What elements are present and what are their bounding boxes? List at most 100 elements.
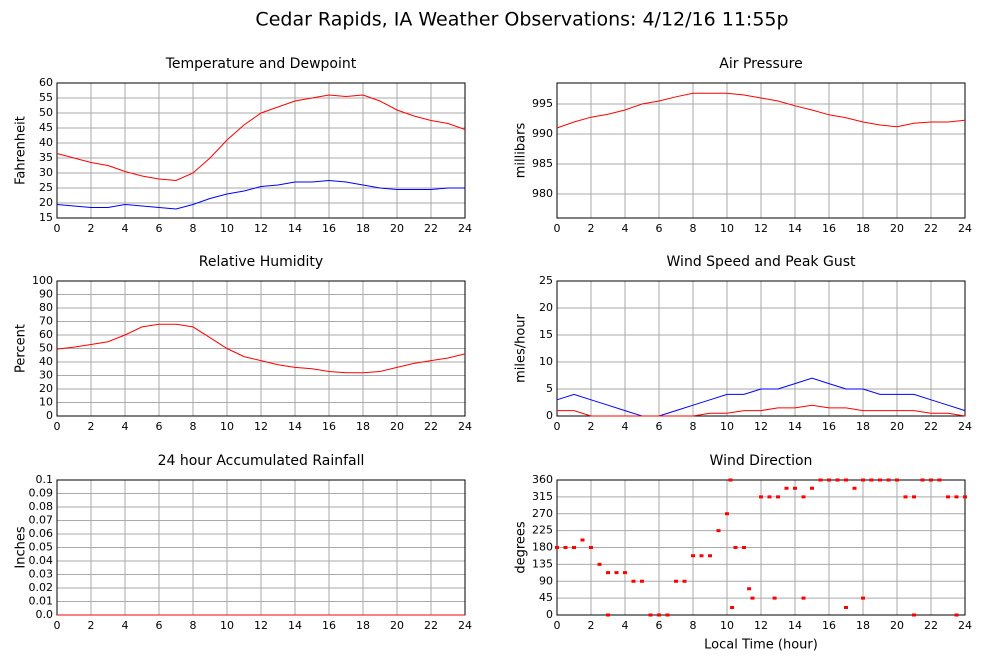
- x-tick-label: 18: [856, 420, 870, 433]
- x-tick-label: 18: [856, 619, 870, 632]
- point: [844, 478, 848, 482]
- point: [920, 478, 925, 482]
- y-tick-label: 360: [532, 473, 553, 486]
- y-tick-label: 995: [532, 97, 553, 110]
- chart-title: Relative Humidity: [199, 254, 323, 270]
- x-tick-label: 16: [822, 222, 836, 235]
- x-tick-label: 10: [720, 619, 734, 632]
- x-tick-label: 24: [958, 619, 972, 632]
- point: [772, 596, 777, 600]
- x-tick-label: 0: [54, 420, 61, 433]
- y-tick-label: 0: [546, 409, 553, 422]
- x-tick-label: 0: [54, 619, 61, 632]
- x-tick-label: 24: [958, 222, 972, 235]
- x-tick-label: 22: [424, 222, 438, 235]
- series-line: [56, 323, 466, 374]
- x-tick-label: 16: [822, 420, 836, 433]
- y-tick-label: 45: [39, 121, 53, 134]
- y-tick-label: 25: [539, 274, 553, 287]
- x-tick-label: 0: [54, 222, 61, 235]
- x-tick-label: 22: [924, 222, 938, 235]
- series-line: [557, 404, 966, 417]
- x-tick-label: 2: [88, 420, 95, 433]
- x-tick-label: 0: [554, 222, 561, 235]
- point: [810, 486, 814, 490]
- y-axis-label: Inches: [14, 526, 29, 568]
- x-tick-label: 12: [754, 619, 768, 632]
- point: [869, 478, 874, 482]
- point: [767, 495, 772, 499]
- point: [878, 478, 882, 482]
- y-tick-label: 100: [32, 274, 53, 287]
- point: [623, 571, 627, 575]
- page-title: Cedar Rapids, IA Weather Observations: 4…: [255, 9, 788, 31]
- x-tick-label: 20: [390, 222, 404, 235]
- x-tick-label: 12: [754, 222, 768, 235]
- point: [682, 579, 687, 583]
- y-tick-label: 15: [539, 328, 553, 341]
- point: [728, 478, 733, 482]
- point: [747, 587, 752, 591]
- x-tick-label: 14: [288, 420, 302, 433]
- x-tick-label: 12: [254, 420, 268, 433]
- x-tick-label: 2: [588, 619, 595, 632]
- point: [555, 546, 559, 549]
- x-tick-label: 6: [656, 222, 663, 235]
- point: [954, 495, 959, 499]
- x-tick-label: 4: [622, 619, 629, 632]
- point: [606, 613, 610, 617]
- y-tick-label: 135: [532, 557, 553, 570]
- x-tick-label: 8: [690, 420, 697, 433]
- y-tick-label: 5: [546, 382, 553, 395]
- x-tick-label: 16: [322, 222, 336, 235]
- x-tick-label: 24: [458, 619, 472, 632]
- point: [903, 495, 908, 499]
- point: [912, 495, 916, 499]
- point: [895, 478, 899, 482]
- x-tick-label: 4: [122, 619, 129, 632]
- point: [742, 546, 746, 549]
- point: [640, 579, 644, 583]
- x-tick-label: 10: [220, 222, 234, 235]
- x-tick-label: 0: [554, 619, 561, 632]
- x-tick-label: 2: [588, 420, 595, 433]
- x-tick-label: 18: [356, 619, 370, 632]
- point: [750, 596, 755, 600]
- point: [674, 579, 678, 583]
- x-tick-label: 8: [190, 222, 197, 235]
- point: [563, 546, 568, 549]
- x-tick-label: 6: [156, 420, 163, 433]
- y-tick-label: 20: [39, 382, 53, 395]
- point: [946, 495, 950, 499]
- point: [657, 613, 661, 617]
- x-tick-label: 12: [754, 420, 768, 433]
- point: [691, 554, 695, 558]
- x-tick-label: 10: [720, 222, 734, 235]
- point: [784, 486, 789, 490]
- y-axis-label: Fahrenheit: [14, 116, 29, 185]
- x-tick-label: 10: [220, 420, 234, 433]
- x-tick-label: 18: [856, 222, 870, 235]
- y-tick-label: 0.09: [29, 487, 54, 500]
- point: [937, 478, 942, 482]
- y-tick-label: 40: [39, 355, 53, 368]
- x-tick-label: 20: [890, 222, 904, 235]
- x-tick-label: 6: [156, 619, 163, 632]
- point: [648, 613, 653, 617]
- x-tick-label: 2: [88, 222, 95, 235]
- point: [861, 478, 865, 482]
- y-axis-label: millibars: [514, 123, 529, 179]
- y-tick-label: 55: [39, 91, 53, 104]
- x-tick-label: 14: [288, 222, 302, 235]
- y-tick-label: 180: [532, 541, 553, 554]
- plot-frame: [56, 280, 466, 417]
- chart-title: Temperature and Dewpoint: [165, 56, 357, 72]
- x-tick-label: 14: [788, 222, 802, 235]
- y-tick-label: 0.02: [29, 581, 54, 594]
- x-tick-label: 4: [622, 222, 629, 235]
- x-tick-label: 18: [356, 222, 370, 235]
- point: [716, 529, 721, 533]
- x-tick-label: 4: [122, 420, 129, 433]
- x-tick-label: 24: [458, 222, 472, 235]
